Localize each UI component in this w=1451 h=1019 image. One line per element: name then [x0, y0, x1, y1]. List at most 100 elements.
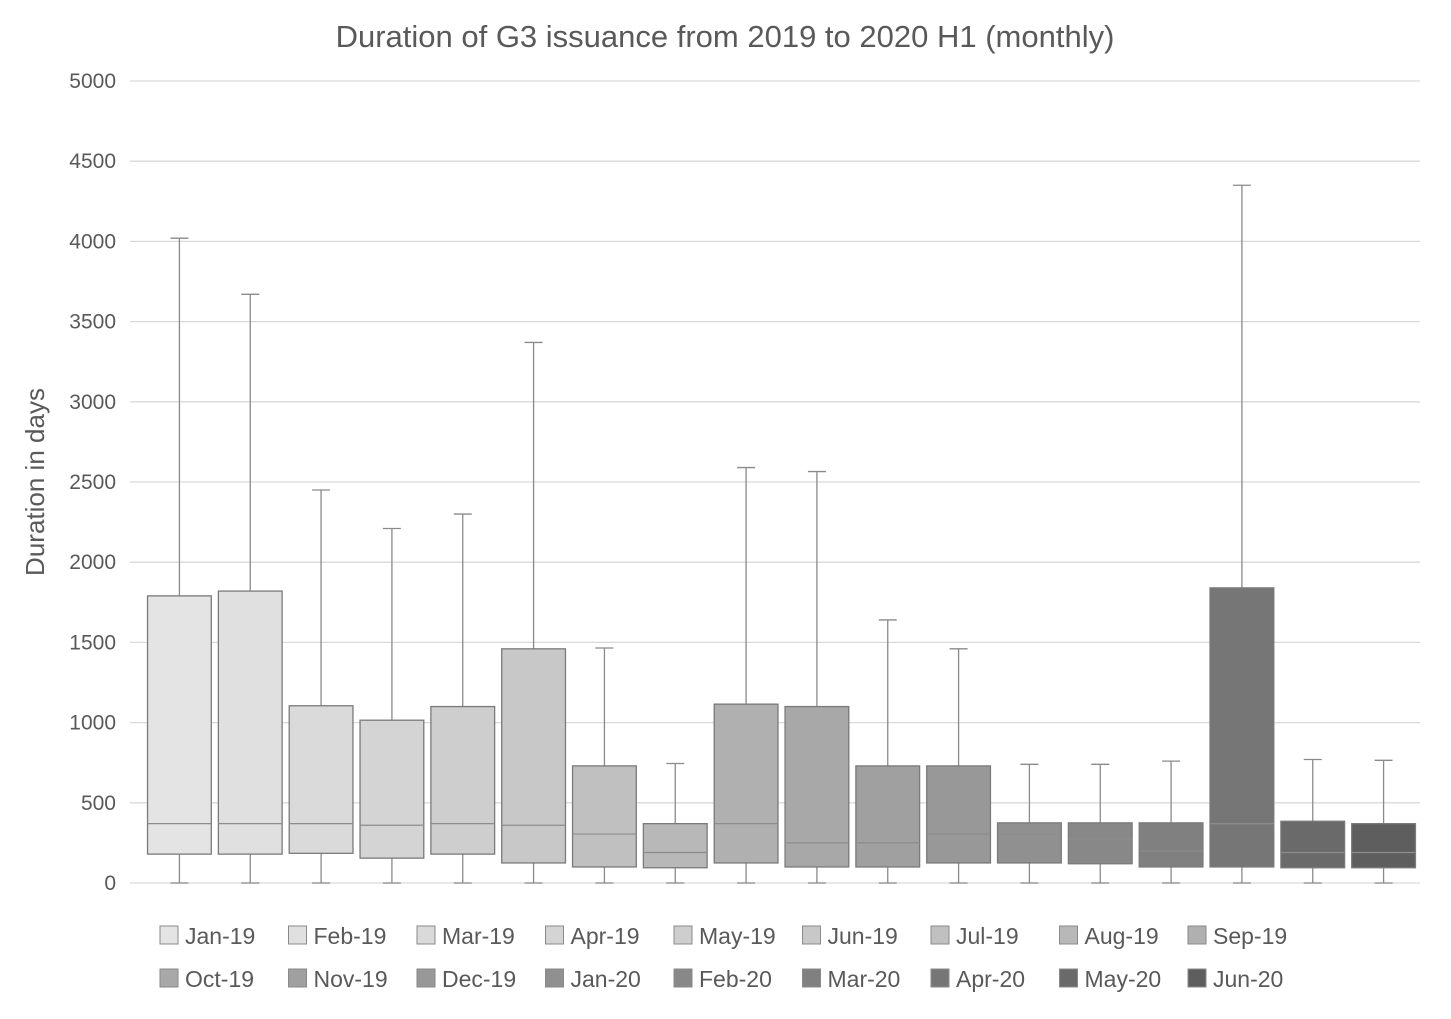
legend-item-jan-19: Jan-19	[159, 923, 255, 949]
box-iqr	[642, 823, 708, 869]
legend-swatch	[930, 925, 950, 945]
box-iqr	[996, 822, 1062, 864]
box-iqr	[146, 595, 212, 855]
box-mar-20	[1138, 760, 1204, 884]
legend-label: Apr-19	[571, 923, 640, 949]
legend-label: Oct-19	[185, 966, 254, 992]
legend-swatch	[545, 968, 564, 988]
legend-label: Feb-19	[314, 923, 387, 949]
legend: Jan-19 Feb-19 Mar-19 Apr-19 May-19 Jun-19 Jul-…	[159, 923, 1287, 992]
legend-swatch	[159, 968, 179, 988]
box-jun-20	[1351, 759, 1417, 884]
box-iqr	[855, 765, 921, 868]
legend-label: Nov-19	[314, 966, 388, 992]
legend-label: May-20	[1085, 966, 1162, 992]
legend-item-aug-19: Aug-19	[1059, 923, 1159, 949]
legend-swatch	[930, 968, 950, 988]
box-iqr	[359, 719, 425, 859]
boxplots	[146, 184, 1417, 884]
legend-label: Jul-19	[956, 923, 1019, 949]
legend-item-apr-19: Apr-19	[545, 923, 640, 949]
legend-swatch	[416, 925, 436, 945]
y-tick-label: 3000	[69, 391, 116, 414]
legend-item-feb-20: Feb-20	[673, 966, 772, 992]
legend-swatch	[673, 925, 693, 945]
box-may-20	[1280, 758, 1346, 884]
legend-swatch	[802, 968, 821, 988]
legend-swatch	[1187, 925, 1207, 945]
box-iqr	[1138, 822, 1204, 868]
box-iqr	[1209, 587, 1275, 868]
legend-label: Aug-19	[1085, 923, 1159, 949]
box-oct-19	[784, 470, 850, 884]
box-iqr	[217, 590, 283, 855]
legend-swatch	[1059, 925, 1078, 945]
box-nov-19	[855, 619, 921, 884]
legend-label: Jan-19	[185, 923, 255, 949]
box-jul-19	[571, 647, 637, 884]
legend-item-mar-19: Mar-19	[416, 923, 515, 949]
legend-swatch	[288, 968, 307, 988]
y-tick-label: 500	[81, 792, 116, 815]
legend-item-may-19: May-19	[673, 923, 776, 949]
box-apr-19	[359, 527, 425, 884]
legend-label: Dec-19	[442, 966, 516, 992]
legend-swatch	[288, 925, 307, 945]
legend-item-apr-20: Apr-20	[930, 966, 1025, 992]
legend-swatch	[1187, 968, 1207, 988]
legend-swatch	[802, 925, 821, 945]
legend-item-dec-19: Dec-19	[416, 966, 516, 992]
legend-item-mar-20: Mar-20	[802, 966, 901, 992]
legend-item-oct-19: Oct-19	[159, 966, 254, 992]
box-apr-20	[1209, 184, 1275, 884]
box-iqr	[784, 705, 850, 868]
legend-label: Jan-20	[571, 966, 641, 992]
y-axis-ticks: 0 500 1000 1500 2000 2500 3000 3500 4000 4500 5000	[69, 70, 116, 895]
legend-label: Feb-20	[699, 966, 772, 992]
box-feb-19	[217, 293, 283, 884]
legend-label: Sep-19	[1213, 923, 1287, 949]
legend-item-jul-19: Jul-19	[930, 923, 1019, 949]
legend-swatch	[416, 968, 436, 988]
box-sep-19	[713, 466, 779, 884]
legend-item-sep-19: Sep-19	[1187, 923, 1287, 949]
legend-swatch	[159, 925, 179, 945]
y-tick-label: 2000	[69, 551, 116, 574]
box-iqr	[1067, 822, 1133, 865]
box-iqr	[713, 703, 779, 864]
box-iqr	[288, 705, 354, 854]
y-tick-label: 1000	[69, 712, 116, 735]
legend-item-may-20: May-20	[1059, 966, 1162, 992]
legend-swatch	[673, 968, 693, 988]
legend-item-jan-20: Jan-20	[545, 966, 641, 992]
box-iqr	[430, 705, 496, 855]
chart-title: Duration of G3 issuance from 2019 to 202…	[336, 19, 1115, 54]
box-iqr	[1280, 820, 1346, 869]
box-jan-19	[146, 237, 212, 884]
legend-label: Mar-20	[828, 966, 901, 992]
legend-item-nov-19: Nov-19	[288, 966, 388, 992]
box-iqr	[1351, 823, 1417, 869]
legend-label: Jun-19	[828, 923, 898, 949]
box-jan-20	[996, 763, 1062, 884]
box-mar-19	[288, 489, 354, 884]
legend-item-feb-19: Feb-19	[288, 923, 387, 949]
y-axis-label: Duration in days	[20, 388, 50, 576]
box-iqr	[571, 765, 637, 868]
box-jun-19	[501, 341, 567, 884]
box-iqr	[926, 765, 992, 864]
box-aug-19	[642, 762, 708, 884]
y-tick-label: 5000	[69, 70, 116, 93]
legend-swatch	[545, 925, 564, 945]
box-dec-19	[926, 648, 992, 884]
y-tick-label: 2500	[69, 471, 116, 494]
y-tick-label: 3500	[69, 311, 116, 334]
legend-label: Mar-19	[442, 923, 515, 949]
y-tick-label: 4000	[69, 230, 116, 253]
box-may-19	[430, 513, 496, 884]
legend-item-jun-20: Jun-20	[1187, 966, 1283, 992]
legend-label: Jun-20	[1213, 966, 1283, 992]
legend-label: Apr-20	[956, 966, 1025, 992]
